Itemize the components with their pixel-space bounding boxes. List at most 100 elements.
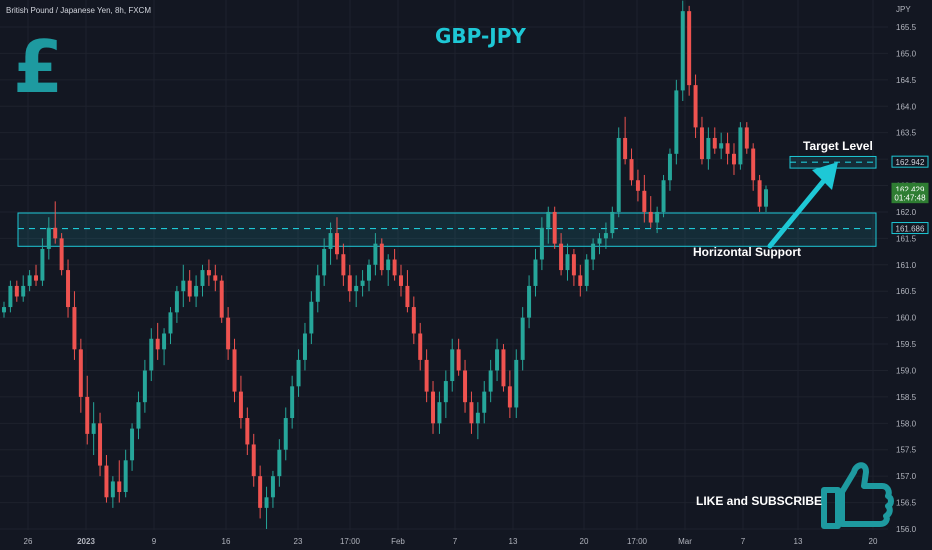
candle	[296, 349, 301, 397]
candle-body	[565, 254, 570, 271]
candle-body	[431, 391, 436, 424]
x-tick-label: 13	[509, 537, 518, 546]
candle-body	[8, 285, 13, 308]
candle-body	[367, 264, 371, 281]
candle-body	[712, 137, 717, 149]
candle-body	[72, 307, 77, 350]
y-tick-label: 156.5	[896, 499, 917, 508]
candle	[72, 291, 77, 360]
price-label: 01:47:48	[894, 194, 926, 203]
candle	[559, 233, 564, 276]
candle-body	[40, 248, 45, 281]
candle	[264, 486, 269, 529]
candle	[34, 264, 39, 286]
candle	[200, 264, 205, 297]
target-level-label: Target Level	[803, 139, 873, 153]
candle	[725, 132, 730, 165]
price-axis[interactable]: 156.0 156.5 157.0 157.5 158.0 158.5 159.0 159.5…	[891, 23, 929, 534]
candle-body	[578, 275, 583, 286]
candle-body	[181, 280, 186, 292]
candle-body	[386, 259, 391, 271]
arrow-head	[812, 162, 838, 190]
y-tick-label: 165.0	[896, 49, 917, 58]
horizontal-support-label: Horizontal Support	[693, 245, 801, 259]
candle-body	[655, 211, 660, 223]
candle	[552, 206, 557, 249]
candle	[251, 433, 256, 487]
candle	[142, 359, 147, 413]
candle	[520, 307, 525, 371]
candle-body	[59, 238, 64, 271]
arrow-shaft	[767, 175, 829, 249]
candle-body	[751, 148, 756, 181]
x-tick-label: Mar	[678, 537, 692, 546]
candle	[130, 423, 135, 471]
candle-body	[706, 137, 711, 160]
candle	[456, 338, 461, 376]
candle	[328, 222, 333, 265]
candle-body	[642, 190, 647, 212]
candle-body	[213, 275, 218, 281]
candle	[360, 270, 365, 297]
candle-body	[469, 402, 474, 424]
candle-body	[136, 402, 141, 429]
candle-body	[674, 90, 679, 154]
candle-body	[360, 280, 365, 286]
candle-body	[66, 270, 71, 308]
candle-body	[373, 243, 378, 265]
candle-body	[482, 391, 487, 413]
candle	[117, 460, 122, 503]
candle	[290, 375, 295, 429]
candle-body	[424, 359, 429, 392]
candle-body	[764, 189, 768, 207]
candle	[431, 381, 436, 434]
candle	[373, 233, 378, 276]
candle-body	[418, 333, 423, 360]
candle	[648, 196, 653, 228]
chart-title: GBP-JPY	[435, 24, 526, 48]
candle-body	[507, 386, 512, 408]
candle	[40, 238, 45, 286]
candle-body	[328, 233, 333, 249]
candle-body	[187, 280, 192, 297]
candle	[226, 307, 231, 360]
candle-body	[514, 359, 519, 408]
candles-layer	[2, 0, 768, 529]
y-tick-label: 157.0	[896, 472, 917, 481]
candle-body	[168, 312, 173, 334]
candle-body	[533, 259, 538, 286]
time-axis[interactable]: 26 2023 9 16 23 17:00 Feb 7 13 20 17:00 Mar 7 13 20	[24, 537, 878, 546]
candle	[764, 185, 768, 212]
y-tick-label: 162.0	[896, 208, 917, 217]
grid-lines	[0, 0, 888, 530]
candle	[315, 264, 320, 313]
x-tick-label: 26	[24, 537, 33, 546]
candle-body	[661, 180, 666, 212]
candle	[302, 322, 307, 371]
candle	[501, 344, 506, 392]
candle	[187, 270, 192, 302]
candle-body	[405, 285, 410, 308]
candle-body	[277, 449, 282, 477]
candle	[469, 391, 474, 434]
candle-body	[232, 349, 237, 392]
candle	[584, 254, 589, 292]
candle	[514, 349, 519, 419]
candle-body	[302, 333, 307, 360]
candle	[91, 402, 96, 456]
candle	[482, 381, 487, 424]
symbol-header: British Pound / Japanese Yen, 8h, FXCM	[6, 6, 151, 15]
candle	[53, 201, 58, 244]
candle	[2, 301, 6, 318]
candle-body	[251, 444, 256, 477]
candle	[66, 259, 71, 318]
candle	[341, 243, 346, 286]
candle-body	[315, 275, 320, 302]
candle-body	[14, 285, 19, 297]
candle-body	[85, 396, 90, 434]
candle-body	[226, 317, 231, 350]
x-tick-label: Feb	[391, 537, 405, 546]
candle	[386, 254, 391, 286]
candle	[367, 259, 371, 292]
